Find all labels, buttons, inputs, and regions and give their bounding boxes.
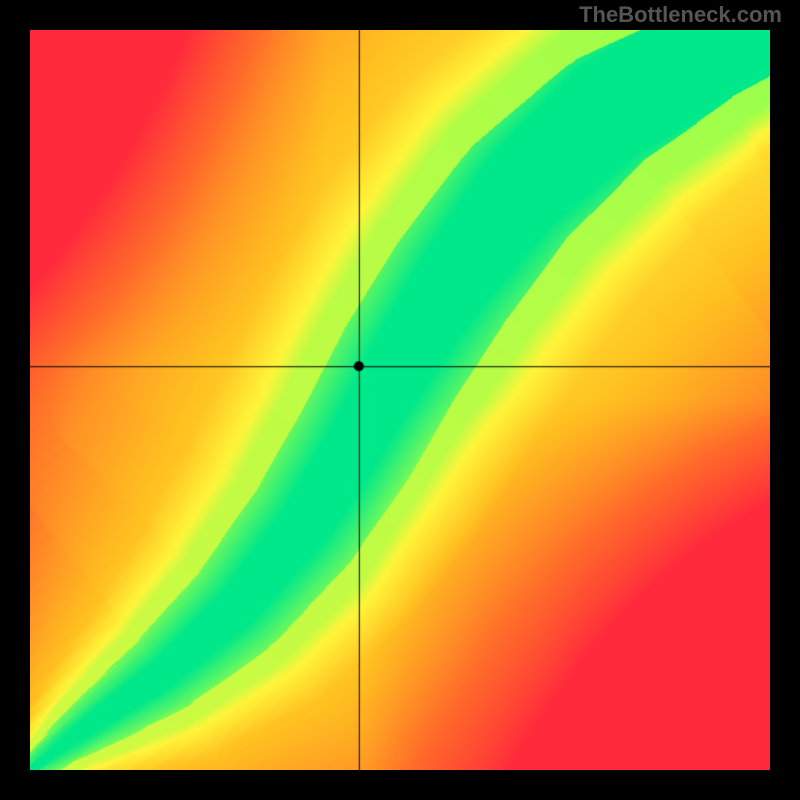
chart-container: TheBottleneck.com: [0, 0, 800, 800]
heatmap-canvas: [30, 30, 770, 770]
heatmap-plot: [30, 30, 770, 770]
watermark-text: TheBottleneck.com: [579, 2, 782, 28]
